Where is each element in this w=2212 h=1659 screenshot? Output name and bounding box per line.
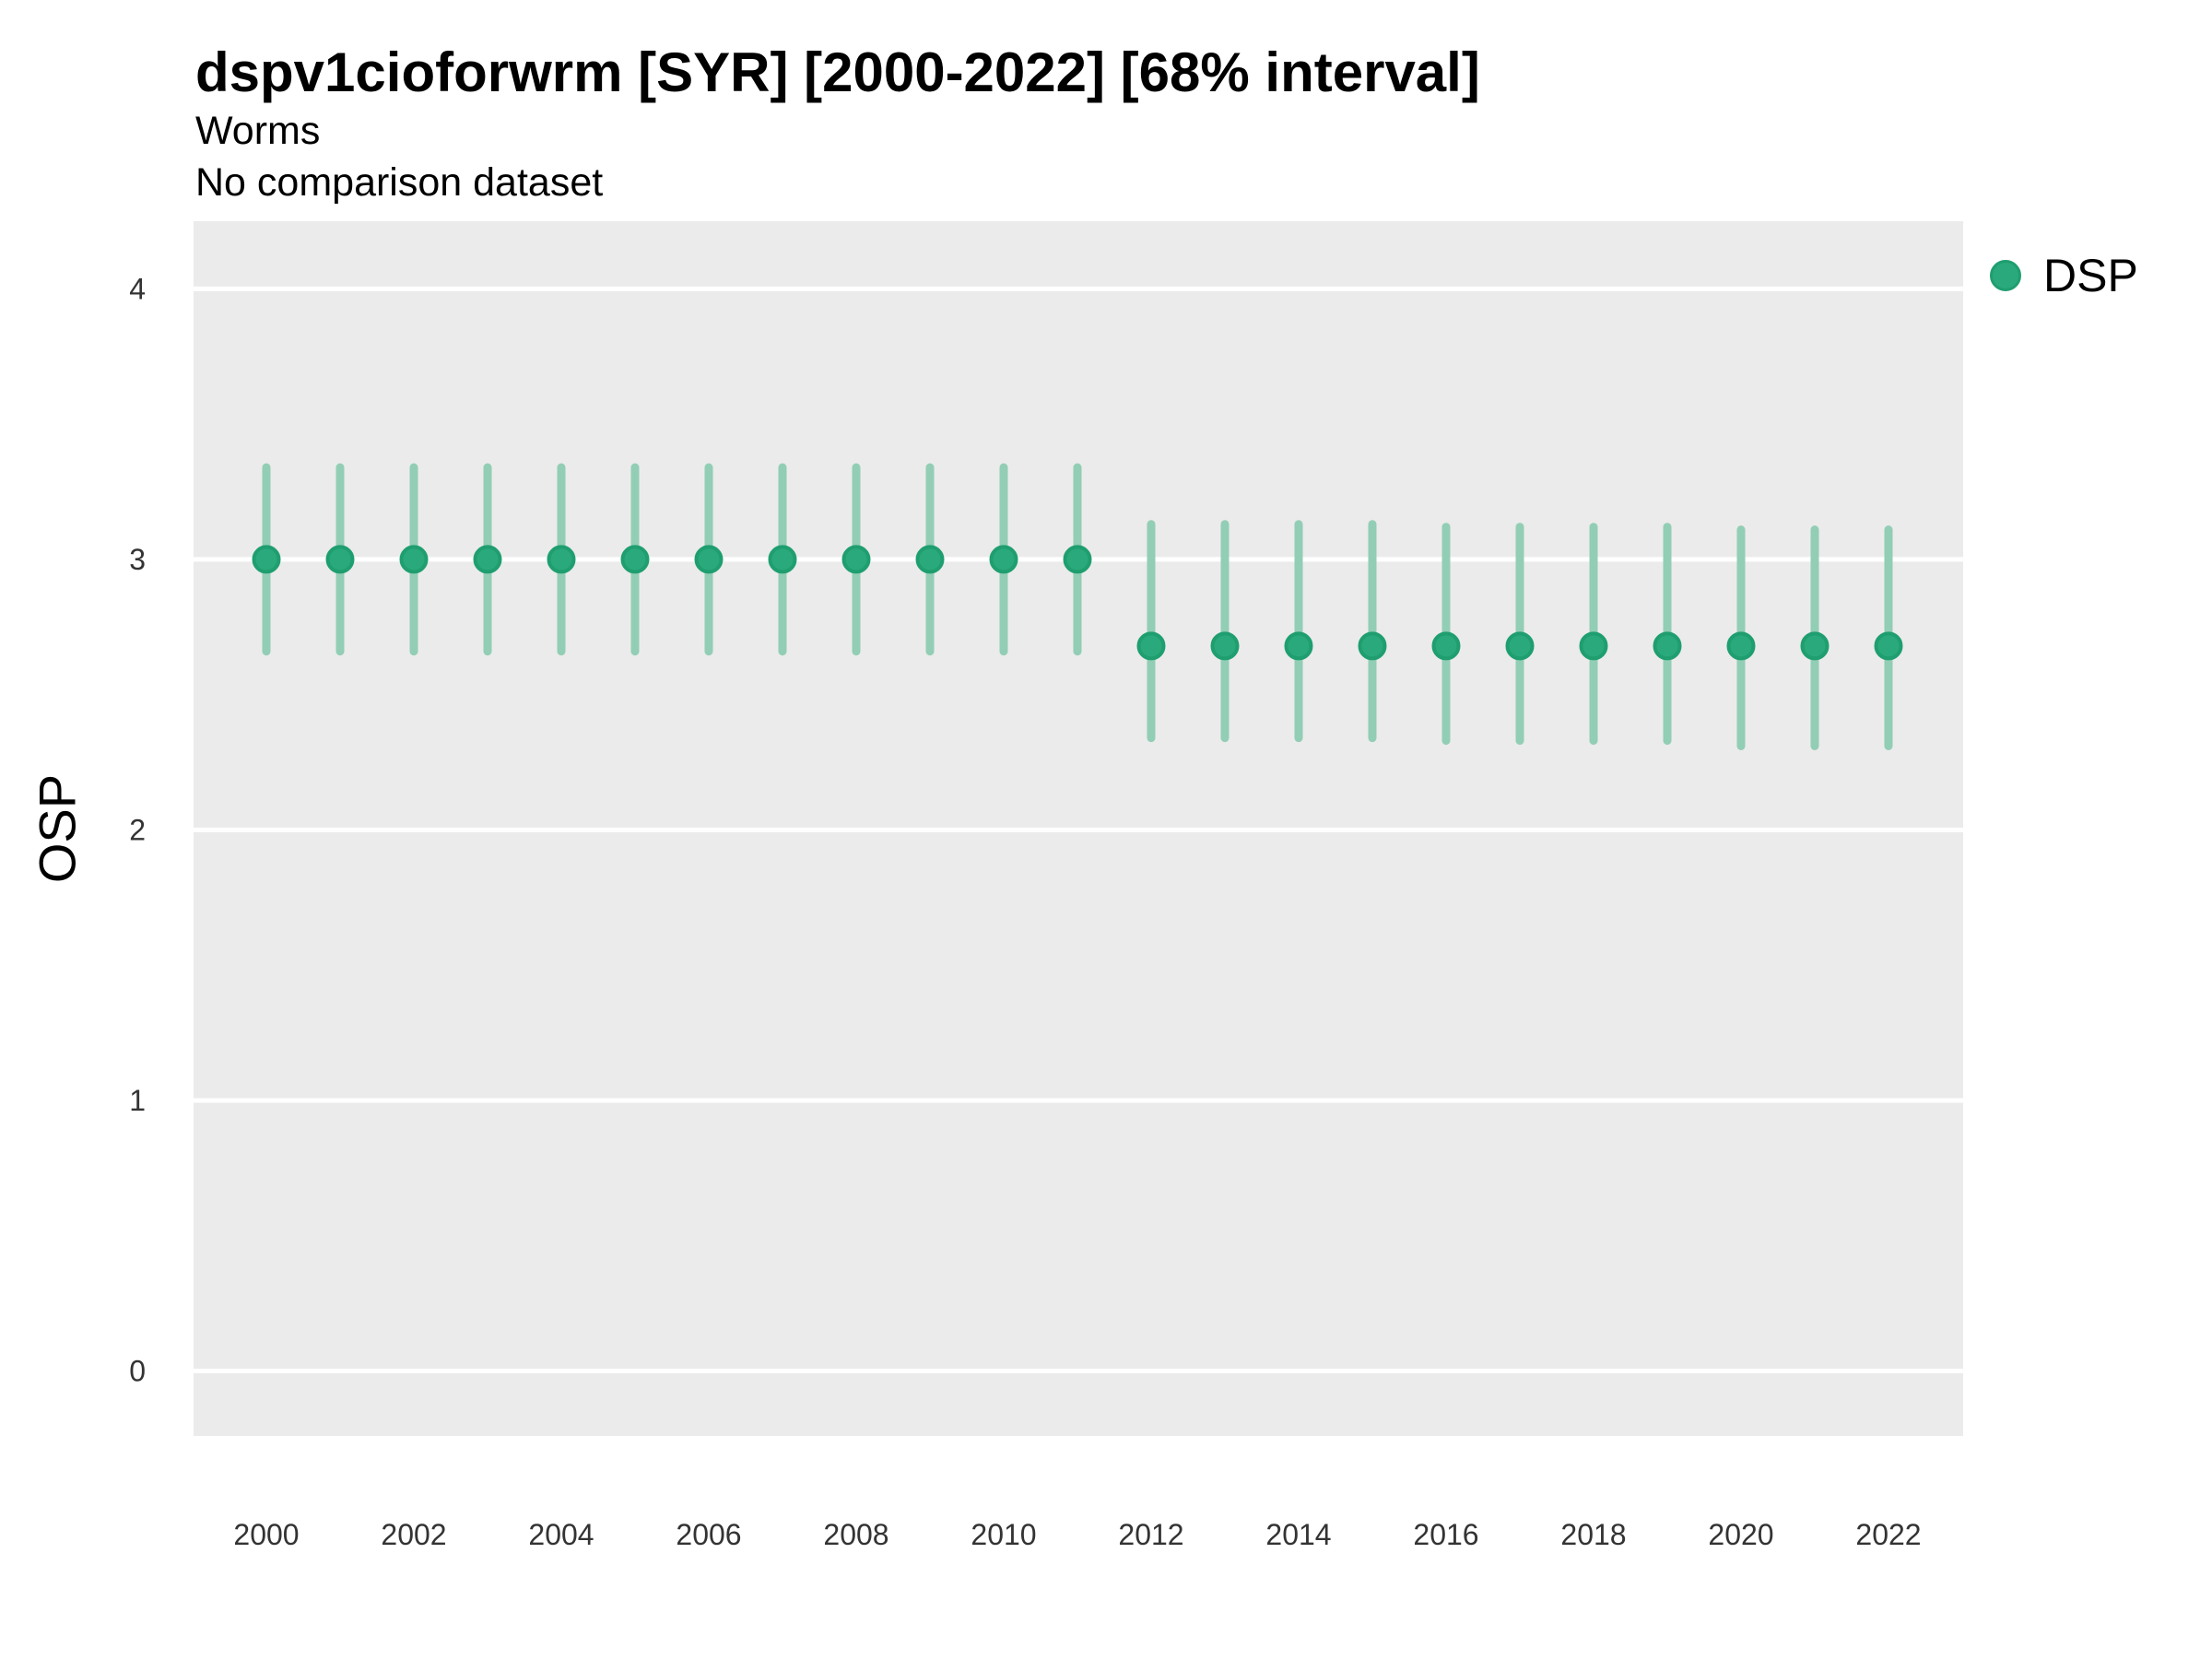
y-tick-label: 0	[129, 1355, 146, 1388]
data-point	[1579, 631, 1608, 661]
legend-label-dsp: DSP	[2043, 250, 2138, 301]
data-point	[1874, 631, 1903, 661]
data-point	[325, 545, 355, 574]
data-point	[473, 545, 502, 574]
x-tick-label: 2014	[1265, 1518, 1331, 1551]
x-tick-label: 2000	[233, 1518, 299, 1551]
y-tick-label: 4	[129, 272, 146, 305]
y-tick-label: 1	[129, 1084, 146, 1117]
data-point	[1800, 631, 1830, 661]
data-point	[1653, 631, 1682, 661]
x-tick-label: 2006	[676, 1518, 741, 1551]
x-tick-label: 2010	[971, 1518, 1036, 1551]
data-point	[399, 545, 429, 574]
x-tick-label: 2022	[1855, 1518, 1921, 1551]
x-tick-label: 2018	[1560, 1518, 1626, 1551]
comparison-note: No comparison dataset	[195, 160, 604, 205]
data-point	[694, 545, 724, 574]
x-tick-label: 2012	[1118, 1518, 1183, 1551]
x-tick-label: 2002	[381, 1518, 446, 1551]
data-point	[1136, 631, 1166, 661]
data-point	[841, 545, 871, 574]
data-point	[1358, 631, 1387, 661]
page-title: dspv1cioforwrm [SYR] [2000-2022] [68% in…	[195, 41, 1480, 103]
data-point	[252, 545, 281, 574]
data-point	[915, 545, 945, 574]
data-point	[1431, 631, 1461, 661]
data-point	[1505, 631, 1535, 661]
data-point	[1284, 631, 1313, 661]
x-tick-label: 2016	[1413, 1518, 1478, 1551]
y-tick-label: 2	[129, 813, 146, 846]
data-point	[1726, 631, 1756, 661]
x-tick-label: 2020	[1708, 1518, 1773, 1551]
data-point	[620, 545, 650, 574]
chart-subtitle: Worms	[195, 109, 321, 153]
y-tick-label: 3	[129, 543, 146, 576]
data-point	[768, 545, 797, 574]
data-point	[1063, 545, 1092, 574]
x-tick-label: 2004	[528, 1518, 594, 1551]
legend: DSP	[1990, 249, 2138, 302]
y-axis-title: OSP	[28, 773, 87, 884]
legend-marker-icon	[1990, 260, 2021, 291]
data-point	[1210, 631, 1240, 661]
x-tick-label: 2008	[823, 1518, 888, 1551]
data-point	[547, 545, 576, 574]
data-point	[989, 545, 1018, 574]
